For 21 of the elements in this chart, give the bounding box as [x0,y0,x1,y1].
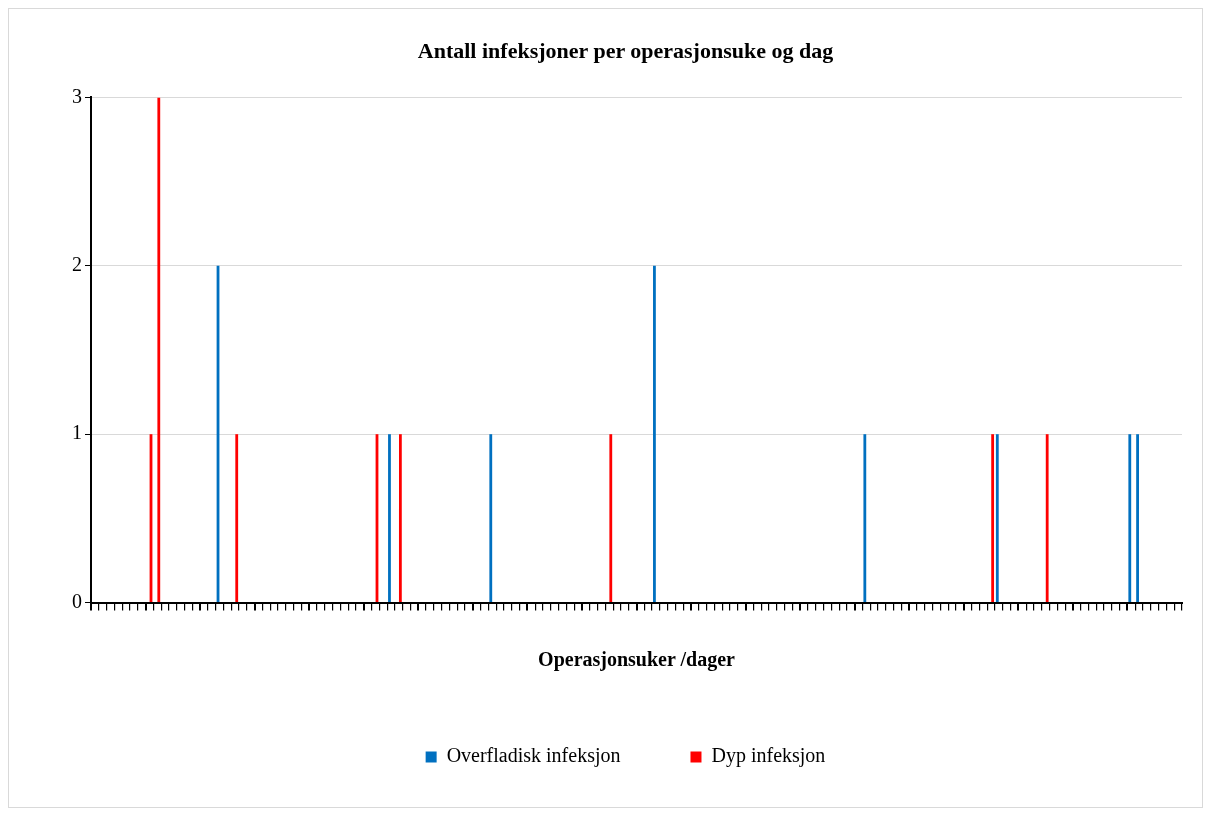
chart-title: Antall infeksjoner per operasjonsuke og dag [417,37,834,63]
bar [1136,434,1139,603]
bar [863,434,867,603]
y-tick-label: 0 [72,589,82,612]
legend-label: Dyp infeksjon [711,744,826,768]
legend-label: Overfladisk infeksjon [446,744,621,768]
y-tick-label: 1 [72,421,82,444]
bar [1128,434,1132,603]
bar [991,434,995,603]
bar [653,265,656,603]
x-axis-title: Operasjonsuker /dager [538,648,736,672]
bar [235,434,239,603]
bar [388,434,391,603]
bar [609,434,613,603]
y-tick-label: 3 [72,84,82,107]
bar [489,434,493,603]
bar [398,434,402,603]
bar [995,434,999,603]
y-tick-label: 2 [72,253,82,276]
bar [157,97,161,603]
bar [1045,434,1049,603]
